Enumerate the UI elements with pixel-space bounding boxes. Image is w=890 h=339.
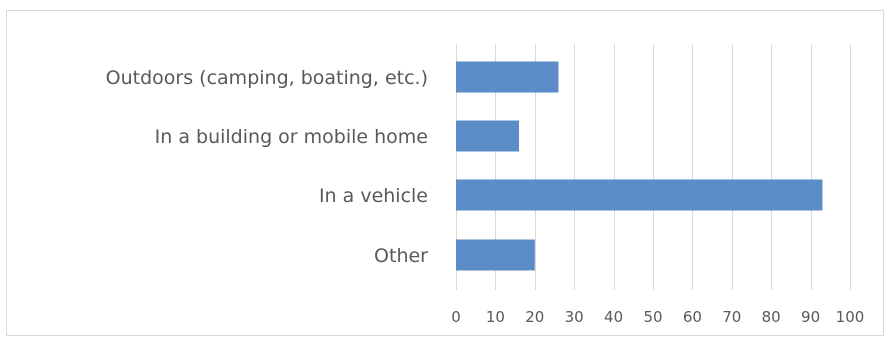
x-tick-label: 50 — [643, 308, 662, 326]
category-labels: Outdoors (camping, boating, etc.) In a bu… — [106, 67, 429, 267]
x-tick-label: 0 — [451, 308, 461, 326]
category-label-4: Other — [374, 245, 428, 267]
x-tick-label: 100 — [836, 308, 865, 326]
category-label-3: In a vehicle — [319, 185, 428, 207]
x-tick-label: 90 — [801, 308, 820, 326]
x-tick-label: 70 — [722, 308, 741, 326]
x-tick-label: 80 — [762, 308, 781, 326]
category-label-2: In a building or mobile home — [155, 126, 428, 148]
chart-frame — [6, 10, 884, 336]
x-tick-label: 60 — [683, 308, 702, 326]
bars — [456, 61, 823, 271]
x-tick-label: 40 — [604, 308, 623, 326]
bar-1 — [456, 61, 559, 93]
x-tick-label: 30 — [565, 308, 584, 326]
bar-2 — [456, 120, 520, 152]
bar-4 — [456, 239, 535, 271]
x-tick-label: 20 — [525, 308, 544, 326]
category-label-1: Outdoors (camping, boating, etc.) — [106, 67, 428, 89]
bar-3 — [456, 179, 823, 211]
x-tick-label: 10 — [486, 308, 505, 326]
x-axis-tick-labels: 0 10 20 30 40 50 60 70 80 90 100 — [451, 308, 864, 326]
